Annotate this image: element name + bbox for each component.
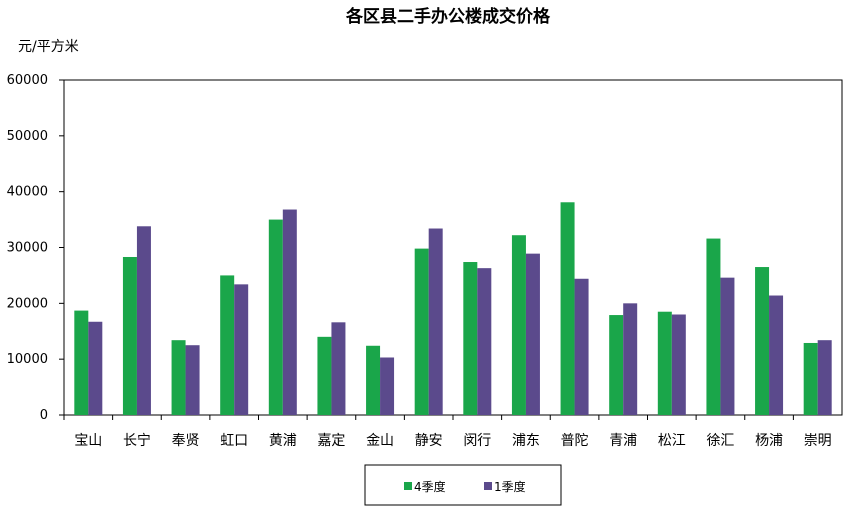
bar-series-2 [234,284,249,415]
x-tick-label: 松江 [658,433,686,449]
legend-label: 1季度 [494,479,526,494]
bar-series-1 [755,267,770,415]
x-tick-label: 宝山 [74,433,102,449]
x-tick-label: 崇明 [804,433,832,449]
legend-box [364,464,562,506]
bar-series-2 [185,345,200,415]
y-tick-label: 20000 [7,296,48,311]
x-tick-label: 奉贤 [172,433,200,449]
x-tick-label: 虹口 [220,433,248,449]
bar-series-1 [609,315,624,415]
y-tick-label: 10000 [7,352,48,367]
bar-series-2 [769,295,784,415]
legend-swatch [484,482,492,490]
x-tick-label: 杨浦 [755,433,783,449]
legend-label: 4季度 [414,479,446,494]
x-tick-label: 长宁 [123,432,151,449]
bar-series-1 [657,311,672,415]
bar-series-1 [317,336,332,415]
chart-title: 各区县二手办公楼成交价格 [345,6,551,27]
bar-series-2 [282,209,297,415]
bar-series-1 [803,342,818,415]
y-tick-label: 0 [40,408,48,423]
bar-series-1 [171,340,186,415]
bar-series-2 [136,226,151,415]
bar-series-2 [331,322,346,415]
bar-series-1 [706,238,721,415]
bar-series-1 [122,256,137,415]
bar-series-2 [574,278,589,415]
x-tick-label: 浦东 [512,433,540,449]
bar-series-2 [428,228,443,415]
bar-series-2 [380,357,395,415]
bar-series-2 [671,314,686,415]
x-tick-label: 闵行 [463,433,491,449]
x-axis: 宝山 长宁 奉贤 虹口 黄浦 嘉定 金山 静安 闵行 浦东 普陀 青浦 松江 徐汇 杨浦 崇明 [63,415,832,449]
bar-series-1 [463,262,478,415]
x-tick-label: 青浦 [609,433,637,449]
bar-series-1 [560,202,575,415]
bar-series-1 [74,310,89,415]
bar-series-2 [817,340,832,415]
y-tick-label: 30000 [7,241,48,256]
y-tick-label: 40000 [7,185,48,200]
y-axis: 0 10000 20000 30000 40000 50000 60000 [7,73,64,423]
legend-swatch [404,482,412,490]
bar-series-1 [268,219,283,415]
x-tick-label: 金山 [366,433,394,449]
bar-series-2 [88,321,103,415]
x-tick-label: 嘉定 [317,433,345,449]
bar-series-1 [511,235,526,415]
bar-series-1 [414,248,429,415]
bar-series-2 [525,253,540,415]
bar-series-2 [623,303,638,415]
x-tick-label: 普陀 [561,433,589,449]
legend: 4季度 1季度 [364,464,562,506]
y-tick-label: 50000 [7,129,48,144]
bars [74,202,832,415]
bar-series-1 [220,275,235,415]
x-tick-label: 徐汇 [706,433,734,449]
bar-series-2 [720,277,735,415]
bar-series-2 [477,268,492,415]
bar-series-1 [366,345,381,415]
y-tick-label: 60000 [7,73,48,88]
x-tick-label: 静安 [415,433,443,449]
y-axis-label: 元/平方米 [18,39,79,55]
x-tick-label: 黄浦 [269,432,297,449]
